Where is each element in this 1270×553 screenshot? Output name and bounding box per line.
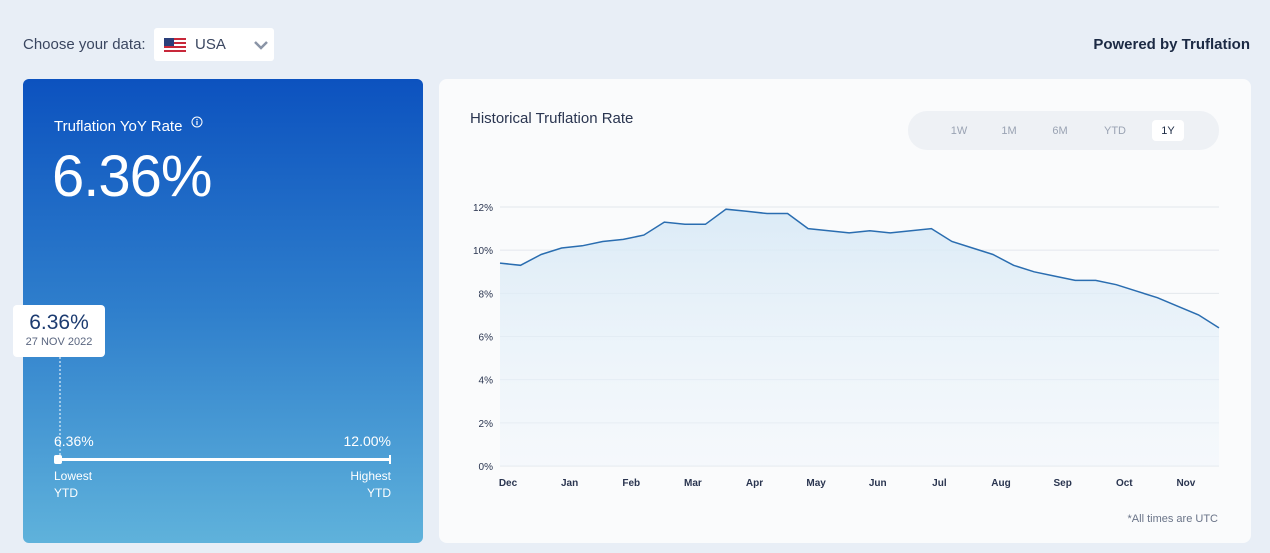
chart-card: Historical Truflation Rate *All times ar… <box>439 79 1251 543</box>
y-tick-label: 4% <box>479 376 494 387</box>
range-low: 6.36% <box>54 433 94 449</box>
tooltip-stem <box>59 357 61 457</box>
tooltip-value: 6.36% <box>29 311 89 334</box>
x-tick-label: Aug <box>991 478 1010 489</box>
range-button[interactable]: 1W <box>951 125 968 137</box>
x-tick-label: Feb <box>622 478 640 489</box>
summary-card: Truflation YoY Rate 6.36% 6.36% 27 NOV 2… <box>13 79 423 543</box>
y-tick-label: 8% <box>479 289 494 300</box>
x-tick-label: Dec <box>499 478 518 489</box>
y-tick-label: 6% <box>479 333 494 344</box>
chevron <box>254 41 268 50</box>
choose-label: Choose your data: <box>23 36 146 53</box>
y-tick-label: 2% <box>479 419 494 430</box>
range-button[interactable]: 6M <box>1052 125 1067 137</box>
high-label: Highest <box>350 469 391 483</box>
line <box>499 208 1220 329</box>
range-high: 12.00% <box>343 433 391 449</box>
yoy-label-text: Truflation YoY Rate <box>54 118 183 135</box>
x-tick-label: Apr <box>746 478 763 489</box>
range-button[interactable]: 1Y <box>1161 125 1175 137</box>
low-label: Lowest <box>54 469 93 483</box>
x-tick-label: Oct <box>1116 478 1133 489</box>
y-tick-label: 10% <box>473 246 493 257</box>
flag <box>164 38 186 52</box>
range-button[interactable]: 1M <box>1001 125 1016 137</box>
yoy-label: Truflation YoY Rate <box>54 116 203 135</box>
chart-note: *All times are UTC <box>1128 513 1219 525</box>
x-tick-label: Jun <box>869 478 887 489</box>
x-tick-label: Jan <box>561 478 578 489</box>
y-tick-label: 12% <box>473 203 493 214</box>
x-tick-label: Sep <box>1053 478 1071 489</box>
powered-by: Powered by Truflation <box>1093 36 1250 53</box>
range-button-selected[interactable] <box>1152 120 1184 141</box>
area <box>500 209 1219 466</box>
country-select[interactable]: USA <box>154 28 274 61</box>
tooltip-date: 27 NOV 2022 <box>25 336 93 348</box>
range-bar <box>54 455 391 464</box>
yoy-value: 6.36% <box>52 144 212 209</box>
range-toggle <box>908 111 1219 150</box>
low-sub: YTD <box>54 486 78 500</box>
x-tick-label: Mar <box>684 478 702 489</box>
range-button[interactable]: YTD <box>1104 125 1126 137</box>
country-name: USA <box>195 36 226 53</box>
tooltip: 6.36% 27 NOV 2022 <box>13 305 105 357</box>
chart-title: Historical Truflation Rate <box>470 110 633 127</box>
x-tick-label: May <box>806 478 826 489</box>
x-tick-label: Nov <box>1176 478 1195 489</box>
high-sub: YTD <box>367 486 391 500</box>
chart: Historical Truflation Rate *All times ar… <box>470 110 1220 525</box>
info-icon[interactable] <box>191 116 203 128</box>
y-tick-label: 0% <box>479 462 494 473</box>
x-tick-label: Jul <box>932 478 947 489</box>
